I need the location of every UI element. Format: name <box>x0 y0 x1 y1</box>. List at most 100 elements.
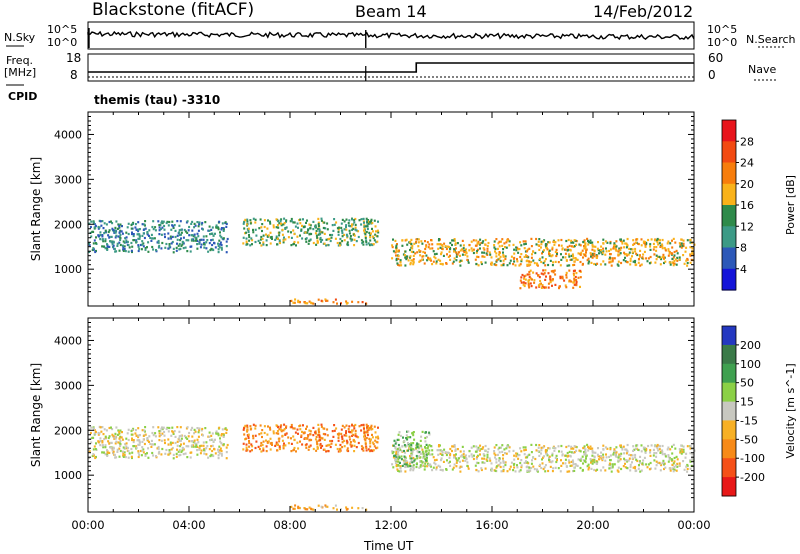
echo-cell <box>329 439 332 443</box>
echo-cell <box>251 445 254 448</box>
freq-label: Freq. <box>6 54 34 67</box>
echo-cell <box>400 264 403 267</box>
echo-cell <box>207 456 210 459</box>
echo-cell <box>318 436 321 439</box>
echo-cell <box>589 447 592 450</box>
echo-cell <box>626 260 629 264</box>
echo-cell <box>118 437 121 440</box>
echo-cell <box>472 457 475 461</box>
echo-cell <box>429 453 432 456</box>
echo-cell <box>293 507 296 510</box>
echo-cell <box>254 434 257 437</box>
echo-cell <box>409 454 411 458</box>
echo-cell <box>685 452 688 455</box>
echo-cell <box>610 470 613 473</box>
echo-cell <box>499 255 502 258</box>
echo-cell <box>197 235 200 238</box>
echo-cell <box>593 249 596 252</box>
echo-cell <box>186 220 189 223</box>
echo-cell <box>570 460 573 463</box>
echo-cell <box>584 460 587 464</box>
echo-cell <box>666 448 669 451</box>
echo-cell <box>367 242 370 245</box>
echo-cell <box>459 264 462 267</box>
echo-cell <box>198 429 201 432</box>
echo-cell <box>593 468 596 472</box>
echo-cell <box>530 462 533 465</box>
echo-cell <box>280 430 283 433</box>
echo-cell <box>320 299 323 302</box>
echo-cell <box>190 222 193 225</box>
echo-cell <box>494 469 497 472</box>
echo-cell <box>668 458 671 461</box>
echo-cell <box>394 239 397 242</box>
echo-cell <box>172 457 175 460</box>
echo-cell <box>601 457 604 460</box>
echo-cell <box>265 439 267 442</box>
echo-cell <box>646 260 649 263</box>
echo-cell <box>455 247 457 250</box>
echo-cell <box>461 445 464 448</box>
echo-cell <box>415 454 418 458</box>
echo-cell <box>339 237 342 241</box>
echo-cell <box>554 273 557 276</box>
echo-cell <box>131 456 133 460</box>
echo-cell <box>591 243 594 247</box>
echo-cell <box>126 446 129 449</box>
echo-cell <box>570 258 573 261</box>
echo-cell <box>362 220 365 223</box>
echo-cell <box>135 240 138 243</box>
echo-cell <box>398 264 401 267</box>
echo-cell <box>202 441 205 444</box>
echo-cell <box>131 231 133 234</box>
echo-cell <box>674 258 677 261</box>
echo-cell <box>119 429 122 432</box>
echo-cell <box>528 278 531 282</box>
echo-cell <box>394 459 397 462</box>
colorbar-tick-label: 20 <box>740 178 754 191</box>
echo-cell <box>400 455 403 458</box>
echo-cell <box>217 434 220 437</box>
echo-cell <box>285 432 288 435</box>
echo-cell <box>403 444 406 447</box>
echo-cell <box>516 260 519 263</box>
echo-cell <box>287 436 290 439</box>
echo-cell <box>636 253 639 257</box>
echo-cell <box>104 444 107 447</box>
echo-cell <box>176 426 179 429</box>
echo-cell <box>219 440 222 443</box>
echo-cell <box>88 448 90 451</box>
echo-cell <box>353 244 356 247</box>
echo-cell <box>505 452 508 455</box>
echo-cell <box>662 459 665 462</box>
echo-cell <box>355 435 358 438</box>
echo-cell <box>398 249 400 252</box>
echo-cell <box>513 252 516 255</box>
echo-cell <box>476 249 479 253</box>
echo-cell <box>177 244 180 247</box>
echo-cell <box>515 452 518 455</box>
echo-cell <box>601 253 604 256</box>
echo-cell <box>578 243 581 246</box>
echo-cell <box>222 433 225 436</box>
echo-cell <box>158 233 161 236</box>
echo-cell <box>567 459 570 462</box>
echo-cell <box>221 428 224 431</box>
echo-cell <box>261 435 263 439</box>
echo-cell <box>662 253 665 256</box>
echo-cell <box>489 253 492 256</box>
echo-cell <box>617 459 620 462</box>
echo-cell <box>127 222 130 225</box>
echo-cell <box>340 428 343 431</box>
echo-cell <box>544 470 547 473</box>
echo-cell <box>667 248 670 251</box>
echo-cell <box>481 457 484 460</box>
echo-cell <box>171 220 174 223</box>
echo-cell <box>92 453 95 456</box>
echo-cell <box>335 221 338 224</box>
echo-cell <box>438 449 441 452</box>
echo-cell <box>154 229 157 232</box>
echo-cell <box>315 234 318 237</box>
echo-cell <box>501 450 504 453</box>
echo-cell <box>671 467 674 470</box>
